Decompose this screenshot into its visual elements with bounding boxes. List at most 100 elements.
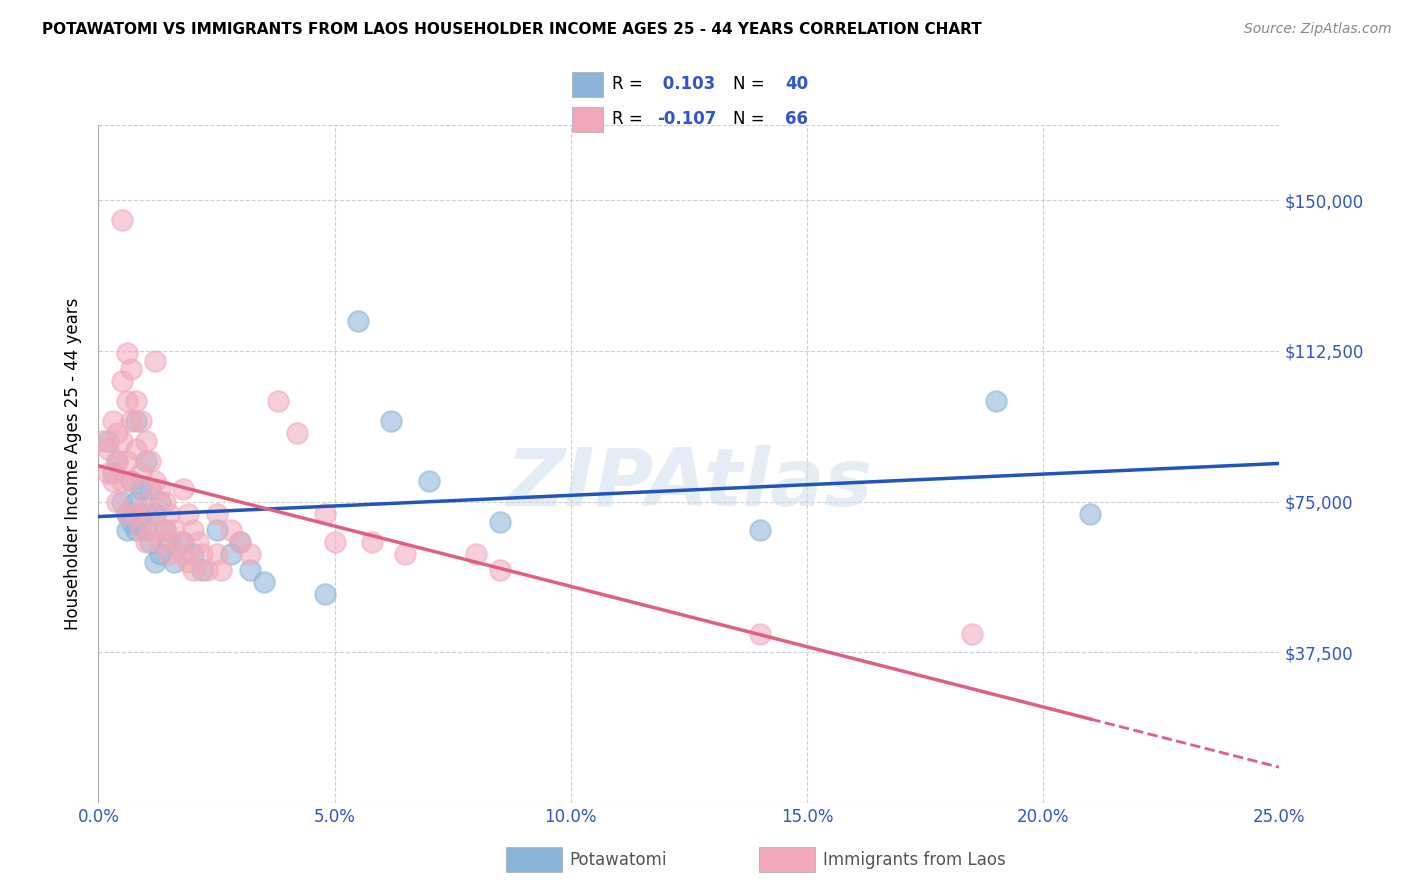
Point [115,523,138,537]
Point [314,507,336,521]
Point [163,523,186,537]
Point [135,434,157,449]
Point [105,426,128,441]
Point [167,534,190,549]
Point [172,547,194,561]
Point [191,563,214,577]
Point [149,534,172,549]
Text: POTAWATOMI VS IMMIGRANTS FROM LAOS HOUSEHOLDER INCOME AGES 25 - 44 YEARS CORRELA: POTAWATOMI VS IMMIGRANTS FROM LAOS HOUSE… [42,22,981,37]
Point [181,547,204,561]
Text: N =: N = [733,75,769,93]
Point [115,507,138,521]
Text: 40: 40 [785,75,808,93]
Point [111,434,134,449]
Point [135,494,157,508]
Point [129,483,152,497]
Point [285,426,308,441]
Point [177,555,200,569]
Point [105,494,128,508]
FancyBboxPatch shape [572,71,603,96]
Point [209,563,232,577]
Point [1080,507,1102,521]
Point [253,574,276,589]
Text: R =: R = [612,75,648,93]
Point [489,563,512,577]
Text: -0.107: -0.107 [657,111,716,128]
Text: 0.103: 0.103 [657,75,716,93]
Point [143,507,166,521]
Point [149,494,172,508]
Point [129,507,152,521]
Point [111,494,134,508]
Point [181,563,204,577]
Text: Source: ZipAtlas.com: Source: ZipAtlas.com [1244,22,1392,37]
Point [361,534,384,549]
Point [115,346,138,360]
Text: ZIPAtlas: ZIPAtlas [506,445,872,524]
Point [394,547,416,561]
Point [143,354,166,368]
Point [111,475,134,489]
Text: Immigrants from Laos: Immigrants from Laos [823,851,1005,869]
Point [101,414,124,428]
Point [121,475,143,489]
Point [489,515,512,529]
Point [181,523,204,537]
Point [129,523,152,537]
Text: R =: R = [612,111,648,128]
Point [205,523,228,537]
Point [121,515,143,529]
Point [125,442,148,457]
Point [177,507,200,521]
Point [143,475,166,489]
Point [121,475,143,489]
Point [323,534,346,549]
Point [380,414,402,428]
Point [139,454,162,468]
Point [129,467,152,481]
Point [984,394,1007,409]
Text: 66: 66 [785,111,808,128]
Point [205,547,228,561]
Point [153,494,176,508]
Point [115,507,138,521]
Point [347,314,370,328]
Point [115,454,138,468]
Text: N =: N = [733,111,769,128]
Point [143,523,166,537]
Point [97,442,120,457]
Point [111,213,134,227]
Point [191,547,214,561]
Point [962,627,984,641]
Y-axis label: Householder Income Ages 25 - 44 years: Householder Income Ages 25 - 44 years [65,298,83,630]
Point [172,534,194,549]
Point [157,547,180,561]
Point [121,414,143,428]
Point [229,534,252,549]
Point [153,523,176,537]
Point [157,534,180,549]
Point [125,394,148,409]
Point [163,555,186,569]
Point [121,362,143,376]
Point [139,507,162,521]
Text: Potawatomi: Potawatomi [569,851,666,869]
Point [219,547,242,561]
Point [314,587,336,601]
Point [125,523,148,537]
Point [97,467,120,481]
Point [115,394,138,409]
Point [111,374,134,388]
Point [135,454,157,468]
Point [91,434,114,449]
Point [105,454,128,468]
FancyBboxPatch shape [572,107,603,132]
Point [172,483,194,497]
Point [418,475,440,489]
Point [125,494,148,508]
Point [748,627,770,641]
Point [267,394,290,409]
Point [101,475,124,489]
Point [195,563,218,577]
Point [125,414,148,428]
